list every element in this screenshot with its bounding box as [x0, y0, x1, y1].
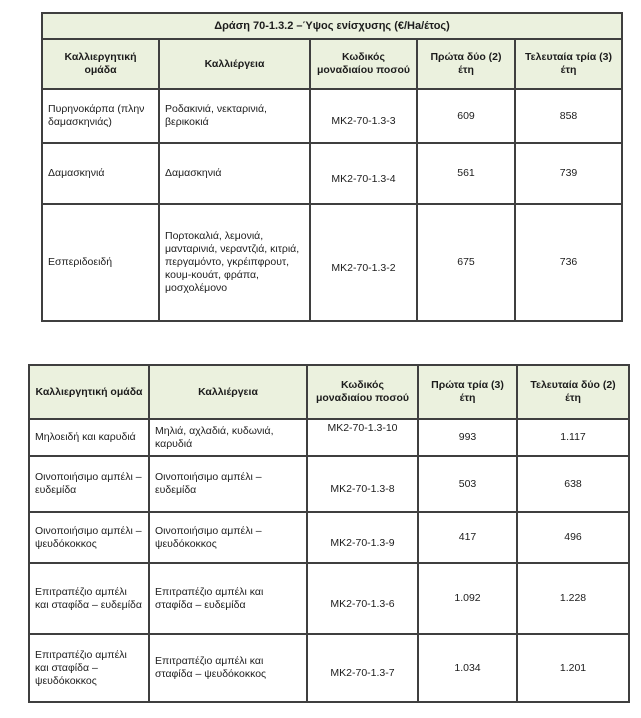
cell-last-years: 496: [516, 511, 630, 564]
cell-last-years: 736: [513, 203, 624, 322]
cell-crop-group: Εσπεριδοειδή: [41, 203, 160, 322]
cell-last-years: 1.201: [516, 633, 630, 703]
col-header-unit-amount-code: Κωδικός μοναδιαίου ποσού: [306, 364, 419, 420]
cell-code: MK2-70-1.3-7: [306, 633, 419, 703]
cell-crop-group: Πυρηνοκάρπα (πλην δαμασκηνιάς): [41, 88, 160, 144]
table-row: Οινοποιήσιμο αμπέλι – ευδεμίδα Οινοποιήσ…: [28, 455, 630, 513]
cell-crops: Οινοποιήσιμο αμπέλι – ευδεμίδα: [148, 455, 308, 513]
table-row: Επιτραπέζιο αμπέλι και σταφίδα – ψευδόκο…: [28, 633, 630, 703]
col-header-last-years: Τελευταία τρία (3) έτη: [513, 38, 624, 90]
cell-code: MK2-70-1.3-4: [309, 142, 418, 205]
cell-first-years: 417: [417, 511, 518, 564]
subsidy-table-2: Καλλιεργητική ομάδα Καλλιέργεια Κωδικός …: [28, 364, 630, 703]
cell-last-years: 1.228: [516, 562, 630, 635]
cell-first-years: 993: [417, 418, 518, 457]
table-row: Μηλοειδή και καρυδιά Μηλιά, αχλαδιά, κυδ…: [28, 418, 630, 457]
col-header-first-years: Πρώτα δύο (2) έτη: [416, 38, 516, 90]
table-header-row: Καλλιεργητική ομάδα Καλλιέργεια Κωδικός …: [28, 364, 630, 420]
cell-crops: Ροδακινιά, νεκταρινιά, βερικοκιά: [158, 88, 311, 144]
cell-code: MK2-70-1.3-9: [306, 511, 419, 564]
cell-crop-group: Μηλοειδή και καρυδιά: [28, 418, 150, 457]
table-title: Δράση 70-1.3.2 –Ύψος ενίσχυσης (€/Ha/έτο…: [40, 12, 624, 40]
cell-last-years: 1.117: [516, 418, 630, 457]
cell-last-years: 858: [513, 88, 624, 144]
cell-crops: Πορτοκαλιά, λεμονιά, μανταρινιά, νεραντζ…: [158, 203, 311, 322]
table-row: Επιτραπέζιο αμπέλι και σταφίδα – ευδεμίδ…: [28, 562, 630, 635]
col-header-crop-group: Καλλιεργητική ομάδα: [41, 38, 160, 90]
col-header-crop-group: Καλλιεργητική ομάδα: [28, 364, 150, 420]
cell-crops: Οινοποιήσιμο αμπέλι – ψευδόκοκκος: [148, 511, 308, 564]
cell-first-years: 1.092: [417, 562, 518, 635]
table-row: Δαμασκηνιά Δαμασκηνιά MK2-70-1.3-4 561 7…: [41, 142, 624, 205]
table-title-row: Δράση 70-1.3.2 –Ύψος ενίσχυσης (€/Ha/έτο…: [40, 12, 624, 40]
table-row: Εσπεριδοειδή Πορτοκαλιά, λεμονιά, μανταρ…: [41, 203, 624, 322]
cell-crop-group: Επιτραπέζιο αμπέλι και σταφίδα – ευδεμίδ…: [28, 562, 150, 635]
cell-crop-group: Οινοποιήσιμο αμπέλι – ευδεμίδα: [28, 455, 150, 513]
cell-first-years: 561: [416, 142, 516, 205]
col-header-last-years: Τελευταία δύο (2) έτη: [516, 364, 630, 420]
col-header-first-years: Πρώτα τρία (3) έτη: [417, 364, 518, 420]
subsidy-table-1: Δράση 70-1.3.2 –Ύψος ενίσχυσης (€/Ha/έτο…: [40, 12, 624, 322]
col-header-crop: Καλλιέργεια: [158, 38, 311, 90]
cell-last-years: 739: [513, 142, 624, 205]
cell-first-years: 675: [416, 203, 516, 322]
cell-first-years: 609: [416, 88, 516, 144]
cell-crops: Μηλιά, αχλαδιά, κυδωνιά, καρυδιά: [148, 418, 308, 457]
cell-code: MK2-70-1.3-8: [306, 455, 419, 513]
cell-crop-group: Επιτραπέζιο αμπέλι και σταφίδα – ψευδόκο…: [28, 633, 150, 703]
cell-code: MK2-70-1.3-2: [309, 203, 418, 322]
cell-crops: Επιτραπέζιο αμπέλι και σταφίδα – ευδεμίδ…: [148, 562, 308, 635]
cell-crop-group: Δαμασκηνιά: [41, 142, 160, 205]
cell-code: MK2-70-1.3-3: [309, 88, 418, 144]
cell-code: MK2-70-1.3-10: [306, 418, 419, 457]
cell-crops: Δαμασκηνιά: [158, 142, 311, 205]
cell-last-years: 638: [516, 455, 630, 513]
table-row: Πυρηνοκάρπα (πλην δαμασκηνιάς) Ροδακινιά…: [41, 88, 624, 144]
cell-first-years: 1.034: [417, 633, 518, 703]
col-header-crop: Καλλιέργεια: [148, 364, 308, 420]
cell-crops: Επιτραπέζιο αμπέλι και σταφίδα – ψευδόκο…: [148, 633, 308, 703]
table-header-row: Καλλιεργητική ομάδα Καλλιέργεια Κωδικός …: [41, 38, 624, 90]
cell-crop-group: Οινοποιήσιμο αμπέλι – ψευδόκοκκος: [28, 511, 150, 564]
cell-first-years: 503: [417, 455, 518, 513]
table-row: Οινοποιήσιμο αμπέλι – ψευδόκοκκος Οινοπο…: [28, 511, 630, 564]
col-header-unit-amount-code: Κωδικός μοναδιαίου ποσού: [309, 38, 418, 90]
cell-code: MK2-70-1.3-6: [306, 562, 419, 635]
